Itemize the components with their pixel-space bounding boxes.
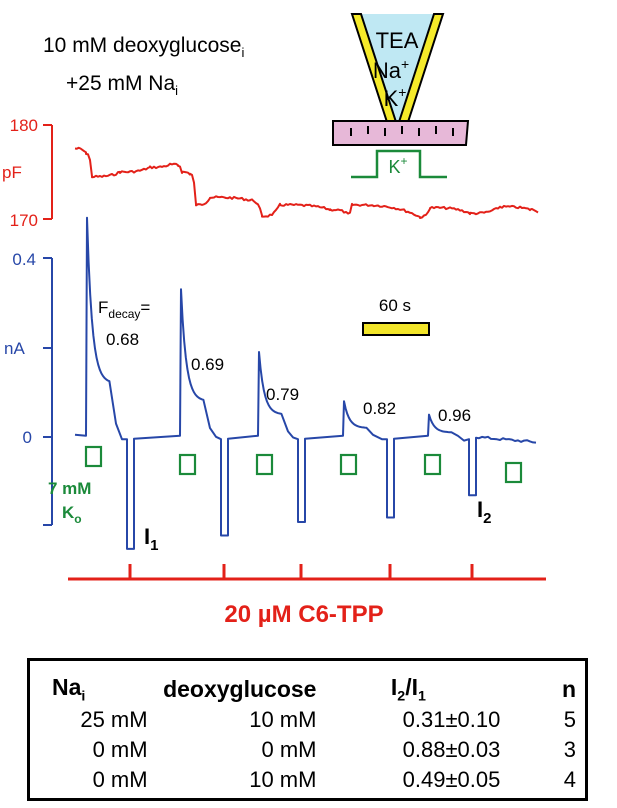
decay-value-4: 0.82	[363, 399, 396, 418]
current-tick-label-0.4: 0.4	[12, 250, 36, 269]
cell-n: 3	[563, 737, 576, 762]
membrane-ticks	[350, 126, 454, 136]
pipette-diagram: TEA Na+ K+ K+	[332, 13, 470, 179]
pipette-label-k: K+	[384, 84, 407, 111]
k-marker-4	[339, 453, 358, 476]
current-axis: 0.4 0 nA	[4, 250, 53, 526]
k-marker-1	[84, 445, 103, 468]
header-ratio: I2/I1	[390, 673, 426, 705]
decay-value-1: 0.68	[106, 330, 139, 349]
drug-label: 20 µM C6-TPP	[224, 601, 383, 628]
table-header-row: Nai deoxyglucose I2/I1 n	[40, 673, 580, 705]
condition-line-2: +25 mM Nai	[66, 72, 179, 99]
condition-line-1: 10 mM deoxyglucosei	[43, 34, 245, 61]
k-application-markers	[84, 445, 523, 484]
ko-label: Ko	[62, 503, 82, 526]
membrane-patch	[332, 120, 470, 146]
decay-annotations: Fdecay= 0.68 0.69 0.79 0.82 0.96	[98, 298, 471, 425]
decay-value-3: 0.79	[266, 385, 299, 404]
current-trace	[74, 216, 537, 550]
summary-table: Nai deoxyglucose I2/I1 n 25 mM 10 mM 0.3…	[27, 658, 588, 801]
current-unit-label: nA	[4, 339, 25, 358]
cell-ratio: 0.88±0.03	[402, 737, 501, 762]
cap-unit-label: pF	[2, 163, 22, 182]
i2-label: I2	[477, 497, 491, 527]
table-row: 0 mM 0 mM 0.88±0.03 3	[40, 735, 580, 765]
k-marker-3	[255, 453, 274, 476]
ko-concentration-label: 7 mM	[48, 479, 91, 498]
capacitance-axis: 180 170 pF	[2, 116, 53, 230]
cell-deoxyglucose: 0 mM	[261, 737, 317, 762]
cap-tick-label-170: 170	[10, 211, 38, 230]
k-marker-5	[423, 453, 442, 476]
time-scale-bar: 60 s	[362, 296, 430, 336]
table-row: 25 mM 10 mM 0.31±0.10 5	[40, 705, 580, 735]
cell-ratio: 0.49±0.05	[402, 767, 501, 792]
scale-bar-rect	[362, 322, 430, 336]
cap-tick-label-180: 180	[10, 116, 38, 135]
cell-na: 0 mM	[92, 767, 148, 792]
cell-deoxyglucose: 10 mM	[249, 707, 317, 732]
table-row: 0 mM 10 mM 0.49±0.05 4	[40, 765, 580, 795]
cell-na: 0 mM	[92, 737, 148, 762]
k-marker-6	[504, 461, 523, 484]
scale-bar-label: 60 s	[379, 296, 411, 315]
k-marker-2	[178, 453, 197, 476]
figure-canvas: TEA Na+ K+ K+ 180 170 pF 0.4 0 nA	[2, 13, 546, 628]
capacitance-trace	[74, 146, 539, 219]
drug-application-bar	[68, 564, 546, 581]
header-n: n	[561, 675, 576, 702]
cell-n: 5	[563, 707, 576, 732]
fdecay-label: Fdecay=	[98, 298, 150, 321]
pipette-label-tea: TEA	[376, 28, 419, 53]
current-tick-label-0: 0	[23, 428, 32, 447]
decay-value-2: 0.69	[191, 355, 224, 374]
header-na: Nai	[52, 673, 86, 705]
cell-deoxyglucose: 10 mM	[249, 767, 317, 792]
cell-ratio: 0.31±0.10	[402, 707, 501, 732]
cell-n: 4	[563, 767, 576, 792]
cell-na: 25 mM	[80, 707, 148, 732]
k-step-label: K+	[388, 154, 407, 177]
pipette-label-na: Na+	[373, 56, 409, 83]
header-deoxyglucose: deoxyglucose	[163, 675, 317, 702]
pipette-solution	[352, 14, 443, 120]
decay-value-5: 0.96	[438, 406, 471, 425]
k-step-trace	[351, 149, 447, 179]
i1-label: I1	[144, 524, 158, 554]
